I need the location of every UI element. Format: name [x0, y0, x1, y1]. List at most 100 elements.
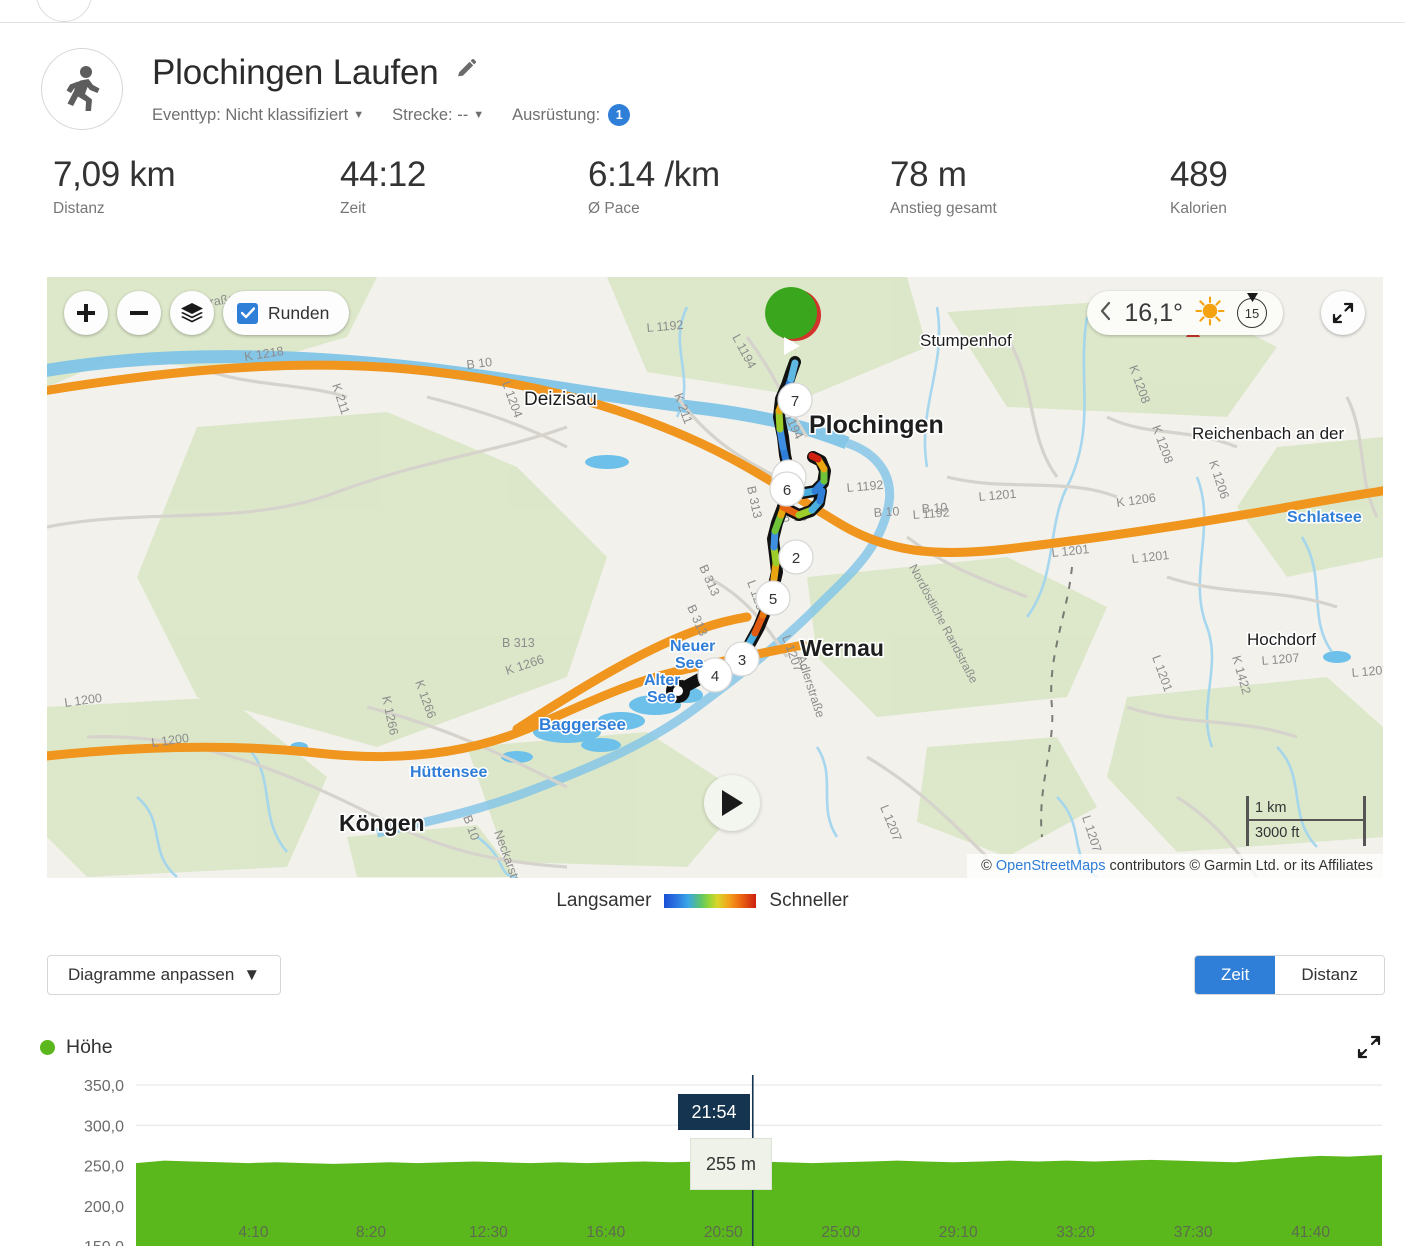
- svg-text:B 313: B 313: [744, 485, 764, 520]
- svg-text:200,0: 200,0: [84, 1199, 124, 1216]
- lap-marker-4-label: 4: [711, 668, 719, 685]
- laps-toggle[interactable]: Runden: [223, 291, 350, 335]
- weather-temperature: 16,1°: [1124, 298, 1183, 327]
- top-partial-avatar: [36, 0, 92, 22]
- toggle-time[interactable]: Zeit: [1194, 956, 1276, 994]
- stat-pace: 6:14 /km Ø Pace: [588, 152, 720, 218]
- svg-text:12:30: 12:30: [469, 1224, 508, 1241]
- sun-icon: [1195, 295, 1225, 331]
- wind-speed-label: 15: [1244, 305, 1260, 321]
- svg-text:See: See: [647, 689, 676, 706]
- expand-icon: [1332, 302, 1354, 324]
- expand-icon: [1357, 1035, 1381, 1059]
- stat-label: Ø Pace: [588, 200, 640, 217]
- lap-marker-3-label: 3: [738, 652, 746, 669]
- map-layers-button[interactable]: [170, 291, 214, 335]
- svg-text:L 1192: L 1192: [846, 478, 884, 495]
- svg-text:300,0: 300,0: [84, 1118, 124, 1135]
- attribution-copyright: ©: [981, 858, 992, 874]
- stat-label: Kalorien: [1170, 200, 1227, 217]
- toggle-distance[interactable]: Distanz: [1275, 956, 1384, 994]
- svg-text:Reichenbach an der: Reichenbach an der: [1192, 424, 1345, 443]
- svg-text:Hochdorf: Hochdorf: [1247, 630, 1316, 649]
- svg-text:4:10: 4:10: [238, 1224, 269, 1241]
- end-dot-icon: [666, 679, 690, 703]
- title-block: Plochingen Laufen Eventtyp: Nicht klassi…: [152, 50, 631, 126]
- svg-text:16:40: 16:40: [586, 1224, 625, 1241]
- chart-tooltip-time: 21:54: [678, 1094, 750, 1130]
- svg-text:L 1207: L 1207: [1261, 651, 1300, 668]
- elevation-legend-label: Höhe: [66, 1036, 113, 1058]
- stat-value: 78 m: [890, 155, 967, 194]
- stat-time: 44:12 Zeit: [340, 152, 426, 218]
- course-label: Strecke: --: [392, 105, 469, 124]
- activity-map[interactable]: K 1218 K 211 B 10 L 1204 L 1192 L 1194 L…: [47, 277, 1383, 878]
- svg-text:L 1200: L 1200: [63, 691, 102, 710]
- stat-label: Distanz: [53, 200, 105, 217]
- svg-text:Plochingen: Plochingen: [809, 411, 944, 439]
- adjust-charts-button[interactable]: Diagramme anpassen ▼: [47, 955, 282, 995]
- svg-text:Hüttensee: Hüttensee: [410, 764, 487, 781]
- zoom-out-button[interactable]: [117, 291, 161, 335]
- svg-text:B 10: B 10: [466, 355, 493, 372]
- svg-text:L 1201: L 1201: [1051, 542, 1090, 560]
- map-fullscreen-button[interactable]: [1321, 291, 1365, 335]
- layers-icon: [181, 303, 203, 323]
- svg-text:L 1201: L 1201: [1131, 548, 1170, 566]
- scale-imperial: 3000 ft: [1255, 825, 1300, 841]
- activity-header: Plochingen Laufen Eventtyp: Nicht klassi…: [0, 26, 1405, 146]
- svg-text:See: See: [675, 655, 704, 672]
- event-type-label: Eventtyp: Nicht klassifiziert: [152, 105, 349, 124]
- svg-text:Deizisau: Deizisau: [524, 389, 597, 410]
- speed-gradient-bar: [664, 894, 757, 908]
- elevation-chart-canvas: 350,0 300,0 250,0 200,0 150,0 4:10 8:20 12:30 16…: [84, 1075, 1382, 1246]
- gear-label: Ausrüstung:: [512, 105, 601, 124]
- lap-marker-5-label: 5: [769, 591, 777, 608]
- laps-checkbox[interactable]: [237, 302, 258, 324]
- svg-text:L 1192: L 1192: [912, 505, 950, 522]
- wind-arrow-down-icon: [1247, 293, 1258, 302]
- stat-elevation-gain: 78 m Anstieg gesamt: [890, 152, 997, 218]
- check-icon: [240, 307, 255, 319]
- gear-count-badge: 1: [608, 104, 631, 126]
- chart-fullscreen-button[interactable]: [1357, 1035, 1381, 1064]
- svg-text:Köngen: Köngen: [339, 810, 425, 836]
- zoom-in-button[interactable]: [64, 291, 108, 335]
- chart-controls: Diagramme anpassen ▼ Zeit Distanz: [0, 955, 1405, 995]
- elevation-chart[interactable]: 350,0 300,0 250,0 200,0 150,0 4:10 8:20 12:30 16…: [0, 1075, 1405, 1246]
- chart-tooltip-value: 255 m: [690, 1138, 772, 1190]
- svg-text:L 1200: L 1200: [150, 731, 189, 750]
- adjust-charts-label: Diagramme anpassen: [68, 965, 235, 984]
- chevron-down-icon: ▼: [353, 108, 365, 121]
- top-divider: [0, 22, 1405, 23]
- start-pin-play-icon: [765, 287, 822, 381]
- lap-marker-7-label: 7: [791, 393, 799, 410]
- openstreetmaps-link[interactable]: OpenStreetMaps: [995, 858, 1106, 874]
- course-dropdown[interactable]: Strecke: -- ▼: [392, 106, 484, 125]
- chevron-down-icon: ▼: [243, 965, 261, 984]
- svg-text:B 10: B 10: [873, 504, 900, 520]
- sport-type-badge[interactable]: [41, 48, 123, 130]
- x-axis-toggle: Zeit Distanz: [1193, 955, 1385, 995]
- plus-icon: [77, 304, 95, 322]
- svg-text:350,0: 350,0: [84, 1078, 124, 1095]
- event-type-dropdown[interactable]: Eventtyp: Nicht klassifiziert ▼: [152, 106, 364, 125]
- edit-title-button[interactable]: [455, 58, 477, 85]
- elevation-legend-dot: [40, 1040, 55, 1055]
- weather-widget[interactable]: 16,1° 15: [1087, 291, 1283, 335]
- svg-text:B 313: B 313: [502, 636, 535, 650]
- attribution-suffix: contributors © Garmin Ltd. or its Affili…: [1109, 858, 1373, 874]
- gear-selector[interactable]: Ausrüstung: 1: [512, 104, 631, 126]
- stat-value: 44:12: [340, 155, 427, 194]
- stat-value: 6:14 /km: [588, 155, 720, 194]
- svg-text:8:20: 8:20: [356, 1224, 387, 1241]
- chevron-down-icon: ▼: [473, 108, 485, 121]
- svg-text:25:00: 25:00: [821, 1224, 860, 1241]
- stat-label: Anstieg gesamt: [890, 200, 997, 217]
- svg-text:Schlatsee: Schlatsee: [1287, 509, 1362, 526]
- lap-marker-2-label: 2: [792, 550, 800, 567]
- svg-text:33:20: 33:20: [1056, 1224, 1095, 1241]
- map-playback-button[interactable]: [704, 775, 760, 831]
- weather-prev-button[interactable]: [1099, 301, 1112, 326]
- legend-slow-label: Langsamer: [556, 890, 652, 911]
